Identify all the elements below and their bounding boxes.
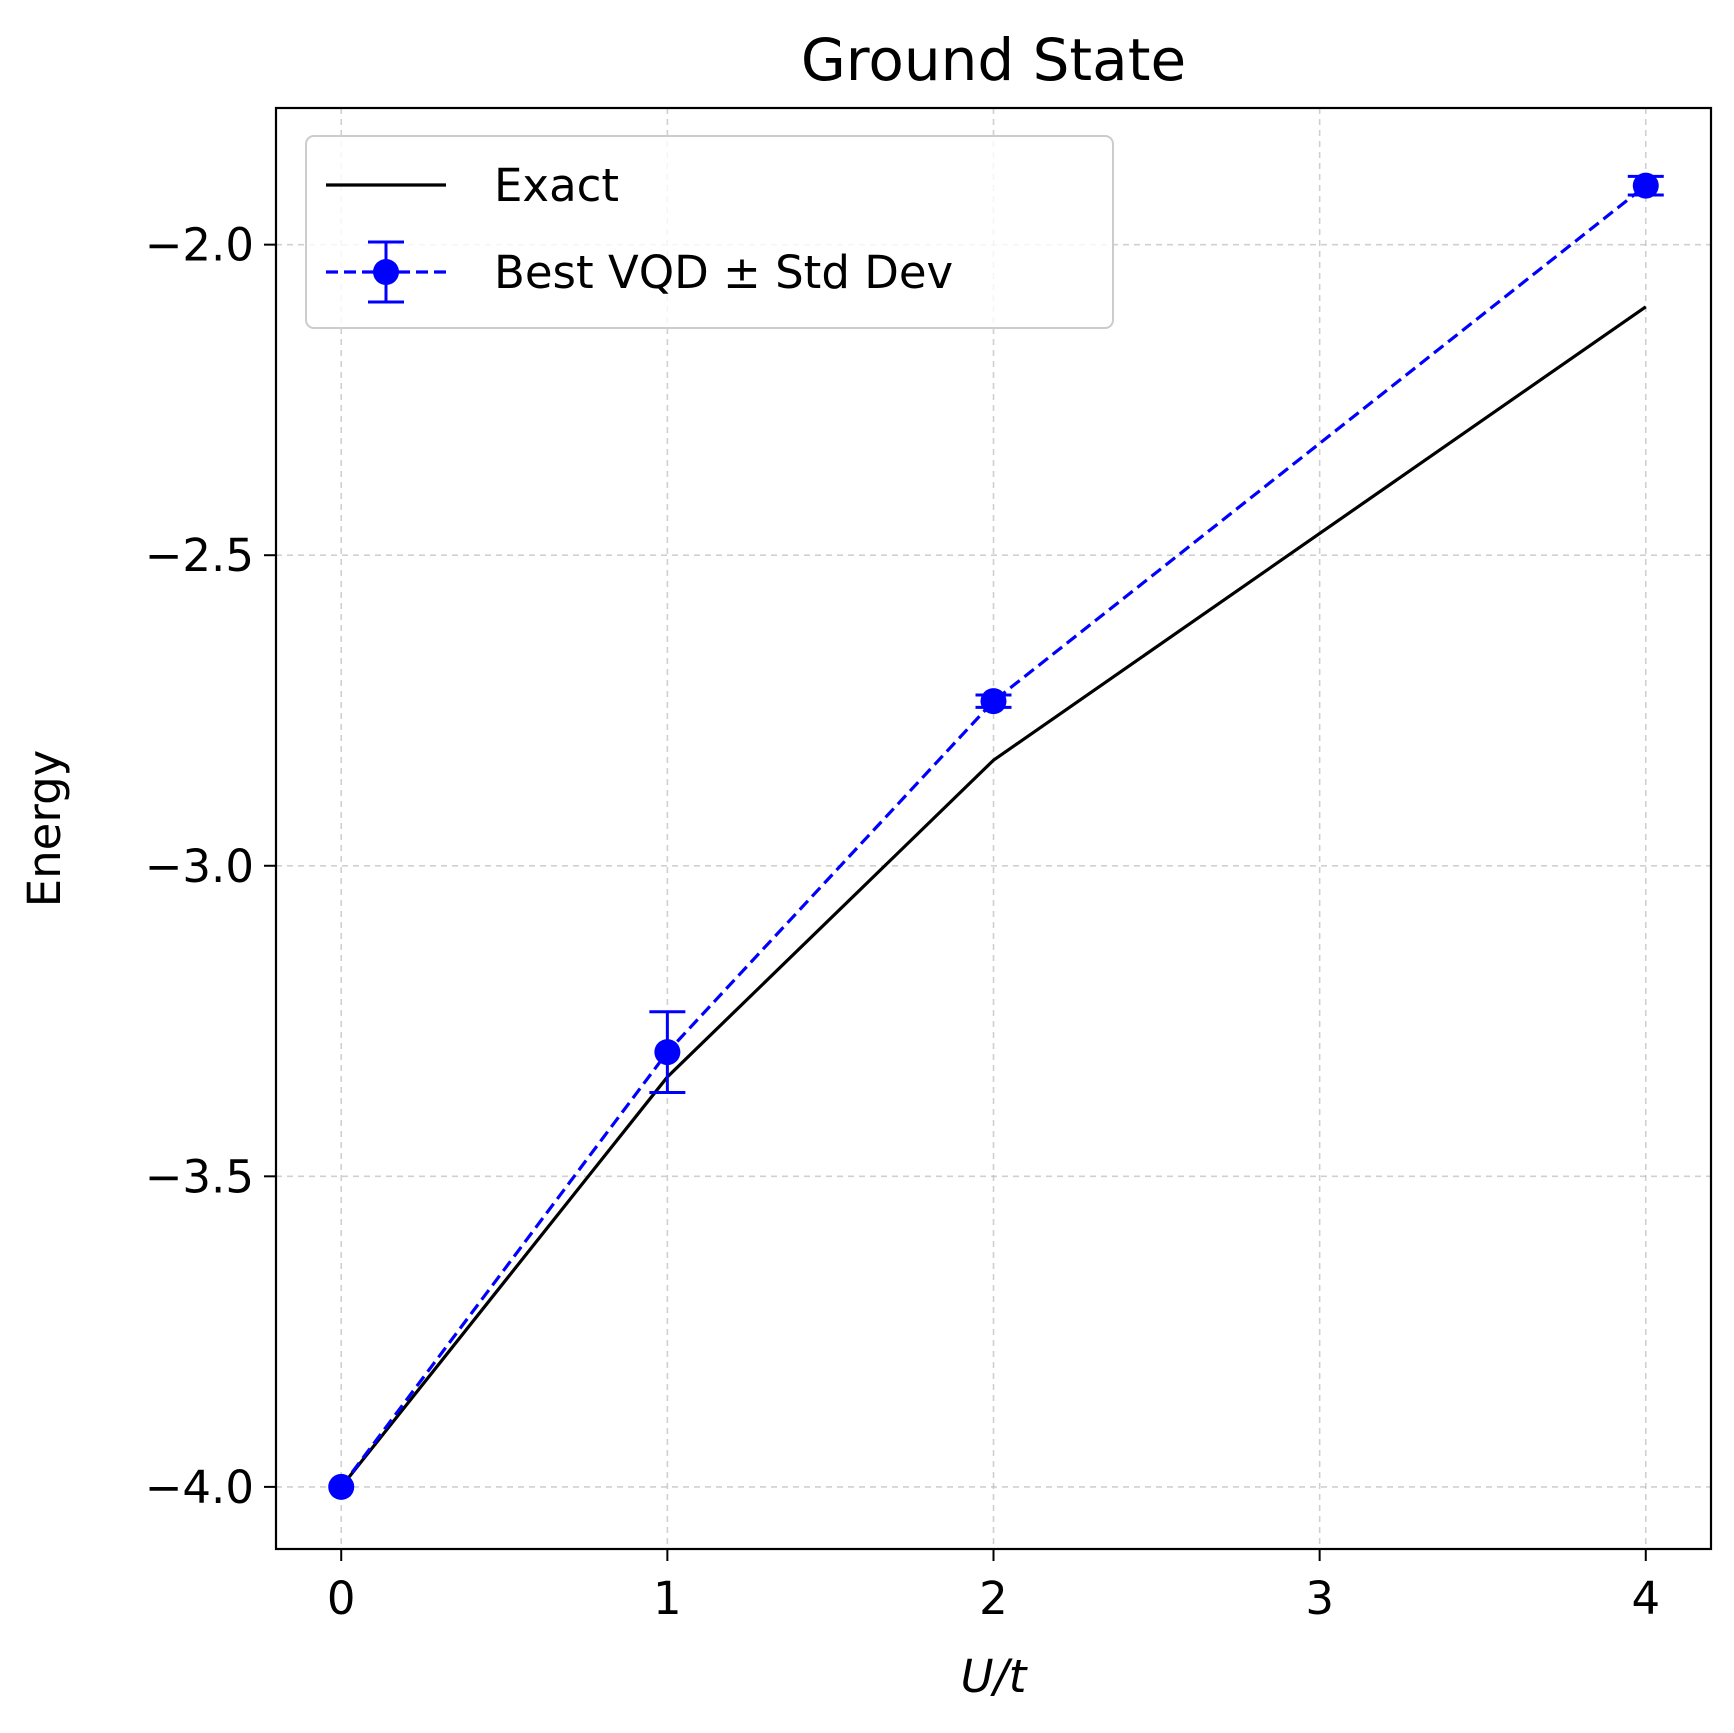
x-tick-label: 2 <box>979 1572 1008 1625</box>
x-axis-label: U/t <box>961 1650 1029 1703</box>
legend-box <box>305 135 1114 329</box>
legend-label: Exact <box>494 159 619 212</box>
y-tick-label: −3.0 <box>145 840 254 893</box>
x-tick-label: 1 <box>653 1572 682 1625</box>
x-tick-label: 0 <box>327 1572 356 1625</box>
series-line-0 <box>339 305 1647 1488</box>
series-line-1 <box>339 184 1647 1488</box>
chart-title: Ground State <box>801 26 1186 94</box>
plot-series <box>328 172 1664 1500</box>
legend: Exact Best VQD ± Std Dev <box>305 135 1114 329</box>
y-tick-label: −4.0 <box>145 1461 254 1514</box>
data-point <box>328 1473 355 1500</box>
x-axis: 0 1 2 3 4 <box>327 1549 1660 1625</box>
legend-label: Best VQD ± Std Dev <box>494 246 953 299</box>
data-point <box>1632 172 1659 199</box>
data-point <box>980 688 1007 715</box>
x-tick-label: 3 <box>1305 1572 1334 1625</box>
x-tick-label: 4 <box>1631 1572 1660 1625</box>
data-point <box>654 1039 681 1066</box>
y-tick-label: −2.0 <box>145 219 254 272</box>
legend-marker <box>373 259 399 285</box>
y-tick-label: −2.5 <box>145 529 254 582</box>
y-axis-label: Energy <box>18 750 71 908</box>
y-axis: −4.0 −3.5 −3.0 −2.5 −2.0 <box>145 219 276 1514</box>
y-tick-label: −3.5 <box>145 1150 254 1203</box>
